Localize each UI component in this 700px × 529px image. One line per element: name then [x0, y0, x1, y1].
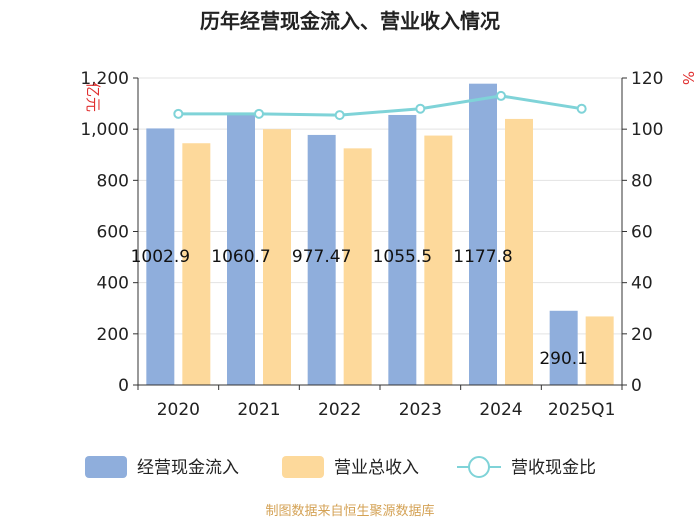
bar-data-label: 1060.7 — [211, 247, 270, 267]
axes: 0 0 200 20 400 40 600 60 800 80 1,000 100 1,200 120 20… — [80, 69, 663, 420]
bar-data-label: 1002.9 — [131, 247, 190, 267]
bar-data-label: 1177.8 — [453, 247, 512, 267]
bar — [585, 316, 614, 385]
legend: 经营现金流入 营业总收入 营收现金比 — [85, 456, 596, 478]
grid — [138, 77, 622, 335]
right-axis-tick-label: 120 — [631, 69, 663, 89]
left-axis-tick-label: 400 — [97, 274, 129, 294]
legend-marker — [468, 456, 490, 478]
bar — [227, 113, 255, 386]
x-axis-tick-label: 2023 — [399, 400, 442, 420]
x-axis-tick-label: 2024 — [479, 400, 522, 420]
source-note: 制图数据来自恒生聚源数据库 — [265, 503, 434, 519]
right-axis-tick-label: 0 — [631, 376, 642, 396]
right-axis-unit: % — [679, 71, 697, 85]
ratio-line-point — [576, 103, 587, 114]
bar — [307, 134, 336, 385]
bar — [263, 129, 291, 385]
legend-swatch — [282, 456, 324, 478]
ratio-line-point — [496, 90, 506, 101]
ratio-line-point — [254, 108, 264, 119]
x-axis-tick-label: 2022 — [318, 400, 361, 420]
bars — [146, 83, 614, 386]
left-axis-tick-label: 600 — [97, 223, 129, 243]
left-axis-tick-label: 1,200 — [80, 69, 129, 89]
right-axis-tick-label: 100 — [631, 120, 663, 140]
ratio-line-point — [334, 110, 345, 121]
left-axis-tick-label: 800 — [97, 171, 129, 191]
left-axis-tick-label: 1,000 — [80, 120, 129, 140]
bar — [424, 135, 453, 385]
right-axis-tick-label: 40 — [631, 274, 653, 294]
legend-label: 营收现金比 — [511, 458, 596, 478]
legend-swatch — [85, 456, 127, 478]
right-axis-tick-label: 60 — [631, 223, 653, 243]
ratio-line — [173, 90, 587, 121]
x-axis-tick-label: 2020 — [157, 400, 200, 420]
bar-data-label: 977.47 — [292, 247, 351, 267]
bar-data-label: 290.1 — [539, 349, 588, 369]
left-axis-unit: 亿元 — [84, 82, 102, 112]
bar — [146, 128, 175, 385]
x-axis-tick-label: 2025Q1 — [548, 400, 615, 420]
data-labels: 1002.9 1060.7 977.47 1055.5 1177.8 290.1 — [131, 247, 588, 369]
bar — [505, 118, 533, 385]
bar — [182, 143, 211, 385]
bar — [549, 310, 578, 385]
bar-data-label: 1055.5 — [373, 247, 432, 267]
right-axis-tick-label: 80 — [631, 171, 653, 191]
bar — [388, 114, 417, 385]
bar — [343, 148, 372, 385]
left-axis-tick-label: 200 — [97, 325, 129, 345]
x-axis-tick-label: 2021 — [237, 400, 280, 420]
ratio-line-point — [415, 103, 426, 114]
legend-label: 经营现金流入 — [137, 458, 239, 478]
bar — [469, 83, 497, 385]
ratio-line-point — [173, 108, 184, 119]
left-axis-tick-label: 0 — [118, 376, 129, 396]
chart-title: 历年经营现金流入、营业收入情况 — [200, 9, 500, 33]
right-axis-tick-label: 20 — [631, 325, 653, 345]
ratio-line-path — [178, 94, 582, 117]
legend-label: 营业总收入 — [334, 458, 419, 478]
